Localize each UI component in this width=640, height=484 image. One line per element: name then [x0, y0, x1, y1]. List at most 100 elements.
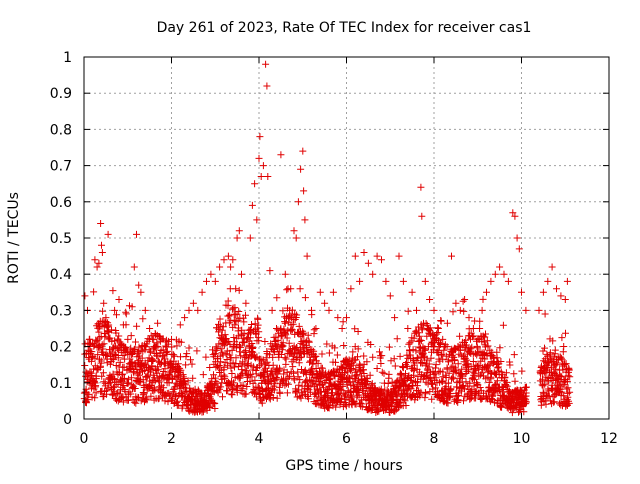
data-point [349, 348, 357, 356]
data-point [98, 341, 106, 349]
data-point [469, 358, 477, 365]
data-point [487, 277, 495, 285]
data-point [500, 270, 508, 278]
data-point [234, 382, 242, 390]
axis-layer [83, 56, 610, 420]
data-point [458, 365, 466, 373]
data-point [334, 390, 342, 398]
data-point [288, 326, 296, 334]
data-point [422, 320, 430, 327]
data-point [464, 360, 472, 368]
data-point [523, 398, 530, 406]
data-point [85, 335, 93, 343]
data-point [115, 332, 123, 340]
data-point [341, 392, 348, 400]
data-point [292, 234, 300, 242]
data-point [414, 354, 422, 362]
data-point [93, 263, 101, 271]
data-point [137, 288, 145, 296]
data-point [318, 350, 326, 358]
data-point [375, 407, 383, 415]
data-point [541, 380, 549, 388]
data-point [273, 325, 280, 332]
data-point [316, 288, 324, 296]
data-point [202, 353, 210, 361]
data-point [101, 333, 109, 341]
data-point [557, 292, 565, 300]
data-point [133, 230, 140, 238]
data-point [434, 325, 442, 332]
data-point [369, 353, 377, 361]
data-point [502, 382, 510, 390]
data-point [281, 381, 289, 389]
data-point [125, 396, 132, 404]
data-point [113, 311, 120, 319]
data-point [426, 327, 434, 335]
data-point [228, 346, 236, 354]
data-point [215, 362, 223, 369]
data-point [132, 338, 139, 346]
data-point [437, 317, 445, 325]
data-point [557, 372, 565, 380]
data-point [142, 343, 150, 351]
data-point [215, 325, 223, 333]
data-point [449, 375, 457, 383]
data-point [509, 209, 517, 217]
data-point [356, 277, 364, 285]
data-point [127, 332, 135, 340]
data-point [232, 285, 240, 293]
data-point [262, 354, 270, 362]
data-point [558, 382, 566, 390]
data-point [277, 151, 285, 159]
x-tick-label: 12 [600, 431, 618, 447]
data-point [456, 306, 464, 314]
data-point [333, 399, 341, 407]
data-point [317, 388, 325, 396]
data-point [85, 375, 93, 383]
data-point [98, 249, 106, 256]
data-point [111, 382, 119, 390]
data-point [224, 297, 232, 305]
data-point [239, 381, 247, 389]
data-point [118, 371, 126, 379]
data-point [437, 351, 445, 359]
data-point [447, 385, 455, 393]
data-point [252, 329, 260, 337]
data-point [147, 392, 155, 400]
data-point [260, 366, 268, 374]
data-point [210, 371, 217, 379]
data-point [219, 351, 227, 359]
data-point [418, 212, 426, 220]
data-point [553, 285, 560, 293]
y-tick-label: 1 [63, 50, 72, 66]
data-point [398, 371, 405, 379]
data-point [275, 367, 283, 375]
data-point [417, 183, 425, 191]
data-point [141, 306, 149, 314]
data-point [185, 306, 193, 314]
data-point [438, 377, 446, 385]
data-point [374, 387, 382, 395]
data-point [460, 307, 468, 315]
data-point [283, 368, 291, 376]
data-point [110, 343, 118, 351]
data-point [483, 337, 491, 345]
data-point [269, 361, 277, 369]
data-point [343, 314, 350, 322]
data-point [97, 357, 105, 365]
y-tick-label: 0.5 [50, 231, 72, 247]
data-point [295, 359, 303, 367]
data-point [310, 326, 318, 334]
data-point [539, 388, 547, 396]
data-point [208, 375, 216, 383]
data-point [341, 369, 349, 376]
data-point [563, 385, 571, 393]
data-point [233, 234, 241, 242]
data-point [232, 354, 240, 362]
data-point [193, 347, 201, 355]
data-point [404, 325, 412, 332]
data-point [312, 325, 320, 332]
data-point [557, 354, 565, 362]
data-point [515, 245, 523, 253]
data-point [147, 366, 155, 374]
